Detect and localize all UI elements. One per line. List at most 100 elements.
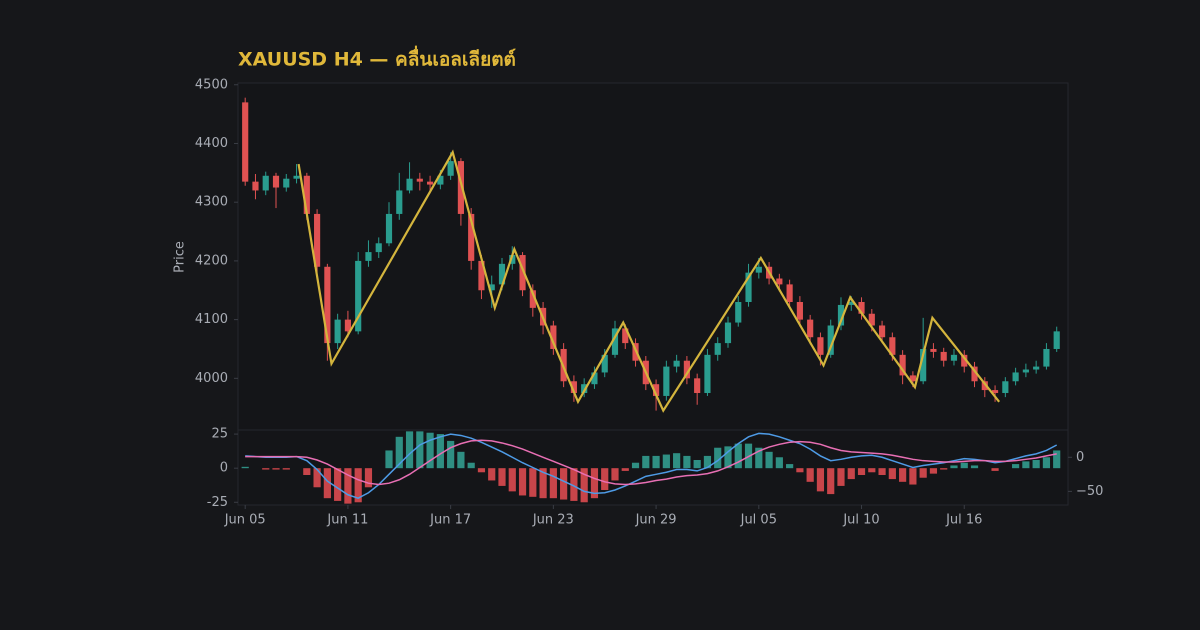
- macd-line: [245, 432, 1058, 499]
- y-tick-label: 4300: [195, 195, 228, 210]
- candle-body: [375, 243, 382, 253]
- candle-body: [653, 384, 660, 396]
- histogram-bar: [899, 468, 907, 482]
- y-axis-label: Price: [173, 241, 188, 273]
- histogram-bar: [652, 455, 660, 469]
- candle-body: [1022, 369, 1029, 373]
- histogram-bar: [950, 465, 958, 469]
- signal-line: [245, 439, 1057, 486]
- candle-body: [283, 178, 290, 188]
- histogram-bar: [313, 468, 321, 488]
- candle-body: [920, 348, 927, 382]
- candle-body: [991, 390, 999, 394]
- histogram-bar: [919, 468, 927, 478]
- candle-body: [365, 252, 372, 261]
- histogram-bar: [477, 468, 486, 473]
- histogram-bar: [703, 455, 712, 469]
- histogram-bar: [662, 454, 670, 469]
- histogram-bar: [755, 447, 763, 469]
- candle-body: [961, 354, 968, 367]
- histogram-bar: [416, 431, 424, 469]
- candle-body: [724, 322, 732, 344]
- candle-body: [837, 304, 845, 326]
- histogram-bar: [436, 434, 444, 469]
- histogram-bar: [334, 468, 342, 501]
- candle-body: [416, 178, 423, 182]
- histogram-bar: [467, 462, 475, 469]
- candle-body: [509, 255, 516, 264]
- y-tick-label: 4200: [195, 253, 228, 268]
- histogram-bar: [857, 468, 866, 475]
- candle-body: [714, 343, 721, 355]
- histogram-bar: [693, 460, 701, 469]
- candle-body: [971, 366, 978, 382]
- candle-body: [242, 102, 249, 182]
- histogram-bar: [323, 468, 331, 499]
- candle-body: [817, 337, 824, 355]
- candle-body: [447, 161, 454, 176]
- histogram-bar: [970, 465, 979, 469]
- x-tick-label: Jul 16: [945, 513, 982, 528]
- histogram-bar: [272, 468, 280, 470]
- y-tick-label: -25: [207, 495, 228, 510]
- histogram-bar: [395, 436, 403, 469]
- candle-body: [950, 354, 958, 361]
- histogram-bar: [508, 468, 516, 492]
- histogram-bar: [673, 453, 681, 469]
- y-tick-label: 0: [220, 461, 228, 476]
- candle-body: [385, 213, 393, 244]
- histogram-bar: [940, 468, 948, 470]
- histogram-bar: [621, 468, 629, 471]
- histogram-bar: [765, 451, 773, 469]
- histogram-bar: [796, 468, 804, 473]
- candle-body: [303, 175, 310, 214]
- histogram-bar: [1022, 461, 1030, 469]
- candle-body: [673, 360, 680, 367]
- histogram-bar: [734, 443, 742, 469]
- histogram-bar: [611, 468, 619, 481]
- histogram-bar: [714, 447, 722, 469]
- histogram-bar: [241, 466, 249, 469]
- y-tick-label: 4000: [195, 371, 228, 386]
- histogram-bar: [1042, 457, 1051, 469]
- candle-body: [899, 354, 906, 376]
- candle-body: [889, 337, 896, 355]
- candle-body: [622, 328, 629, 344]
- histogram-bar: [724, 446, 732, 469]
- candle-body: [314, 213, 321, 267]
- histogram-bar: [827, 468, 835, 495]
- candle-body: [868, 313, 875, 326]
- x-tick-label: Jul 05: [740, 513, 777, 528]
- candle-body: [252, 181, 259, 191]
- histogram-bar: [529, 468, 537, 497]
- x-tick-label: Jul 10: [842, 513, 879, 528]
- histogram-bar: [847, 468, 855, 480]
- candle-body: [704, 354, 711, 394]
- candle-body: [1002, 381, 1009, 394]
- candle-body: [694, 378, 701, 394]
- candle-body: [735, 302, 742, 323]
- y-tick-label: 4400: [195, 136, 228, 151]
- histogram-bar: [837, 468, 845, 486]
- candle-body: [581, 384, 588, 394]
- histogram-bar: [364, 468, 373, 488]
- candle-body: [293, 175, 300, 179]
- histogram-bar: [303, 468, 311, 475]
- candle-body: [930, 348, 937, 352]
- candle-body: [396, 190, 403, 214]
- candle-body: [663, 366, 670, 396]
- histogram-bar: [642, 455, 650, 469]
- histogram-bar: [806, 468, 814, 482]
- candle-body: [1033, 366, 1040, 370]
- candle-body: [529, 290, 536, 308]
- candle-body: [940, 351, 947, 361]
- candle-body: [478, 260, 485, 291]
- histogram-bar: [518, 468, 527, 496]
- histogram-bar: [929, 468, 938, 474]
- histogram-bar: [775, 457, 783, 469]
- candle-body: [745, 272, 752, 303]
- chart-title: XAUUSD H4 — คลื่นเอลเลียตต์: [238, 46, 516, 71]
- x-tick-label: Jun 05: [224, 513, 266, 528]
- candle-body: [827, 325, 834, 355]
- histogram-bar: [909, 468, 917, 485]
